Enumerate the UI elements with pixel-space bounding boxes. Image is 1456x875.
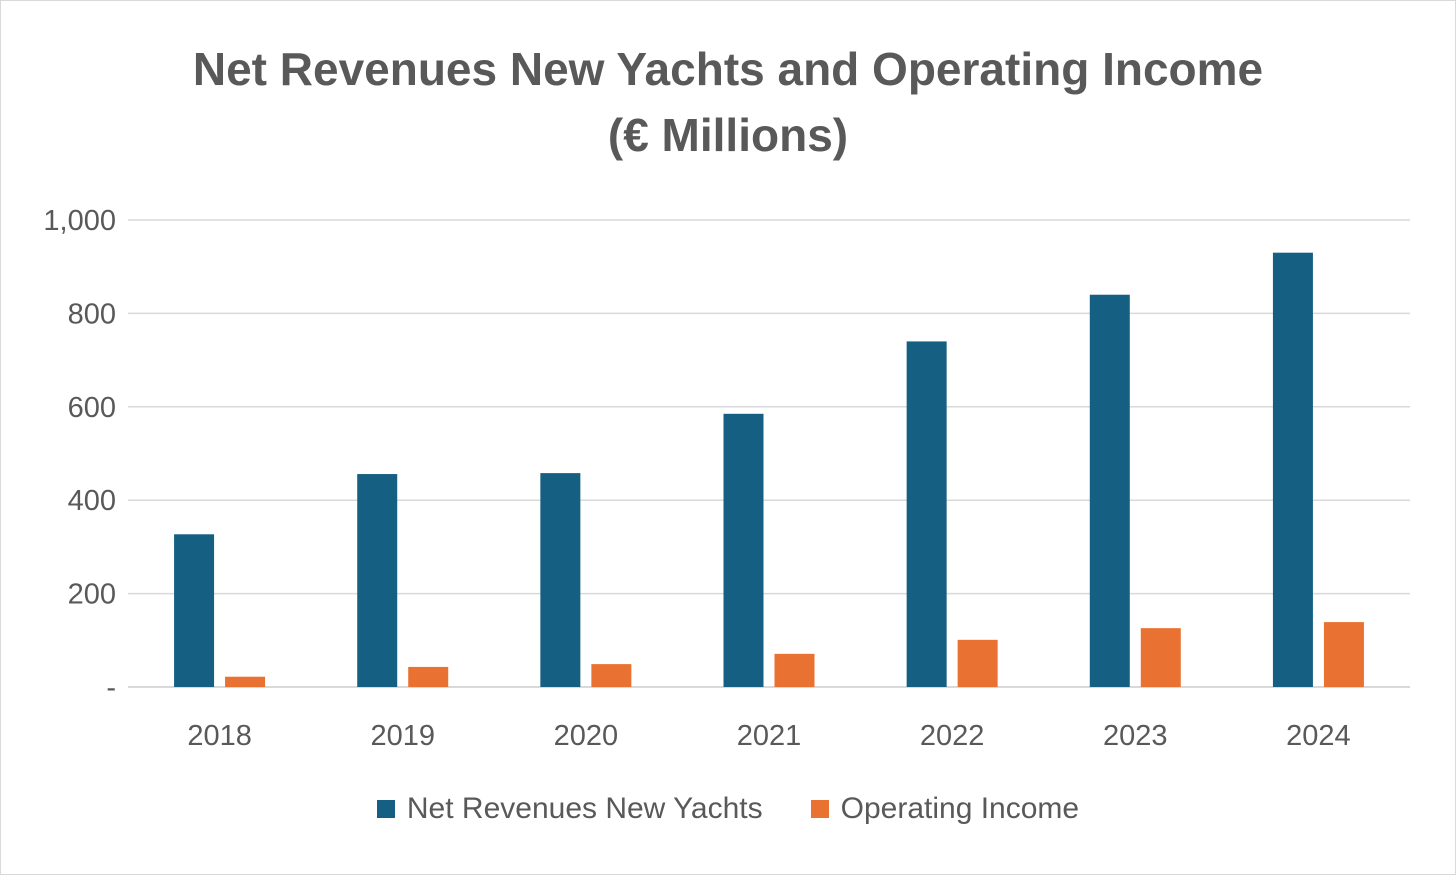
y-tick-label-0: - xyxy=(106,672,116,704)
bar-net-revenues-2019 xyxy=(357,474,398,687)
bars xyxy=(174,252,1364,687)
y-tick-label-800: 800 xyxy=(68,298,116,330)
legend-swatch-operating-income xyxy=(810,800,829,818)
bar-net-revenues-2020 xyxy=(540,473,581,687)
bar-operating-income-2022 xyxy=(957,639,998,687)
legend-item-net-revenues: Net Revenues New Yachts xyxy=(376,792,763,826)
bar-operating-income-2023 xyxy=(1140,628,1181,687)
x-tick-label-2019: 2019 xyxy=(370,720,435,752)
x-tick-label-2021: 2021 xyxy=(737,720,802,752)
chart-title: Net Revenues New Yachts and Operating In… xyxy=(0,36,1456,168)
y-tick-label-200: 200 xyxy=(68,579,116,611)
bar-net-revenues-2023 xyxy=(1089,294,1130,687)
bar-net-revenues-2024 xyxy=(1272,252,1313,687)
x-tick-label-2020: 2020 xyxy=(554,720,619,752)
gridlines xyxy=(128,219,1410,688)
y-tick-label-400: 400 xyxy=(68,485,116,517)
y-tick-label-600: 600 xyxy=(68,392,116,424)
bar-operating-income-2020 xyxy=(591,664,632,687)
bar-operating-income-2019 xyxy=(408,666,449,687)
x-axis-tick-labels: 2018 2019 2020 2021 2022 2023 2024 xyxy=(187,720,1350,752)
bar-net-revenues-2021 xyxy=(723,413,764,687)
y-axis-tick-labels: - 200 400 600 800 1,000 xyxy=(43,205,116,704)
legend-label-net-revenues: Net Revenues New Yachts xyxy=(406,792,763,825)
x-tick-label-2024: 2024 xyxy=(1286,720,1351,752)
legend-swatch-net-revenues xyxy=(376,800,395,818)
legend-item-operating-income: Operating Income xyxy=(810,792,1080,826)
bar-operating-income-2018 xyxy=(225,676,266,687)
bar-operating-income-2021 xyxy=(774,653,815,687)
y-tick-label-1000: 1,000 xyxy=(43,205,116,237)
chart-title-line-2: (€ Millions) xyxy=(607,109,849,161)
bar-net-revenues-2022 xyxy=(906,341,947,687)
bar-net-revenues-2018 xyxy=(174,534,215,687)
legend-label-operating-income: Operating Income xyxy=(840,792,1080,825)
bar-operating-income-2024 xyxy=(1323,622,1364,687)
x-tick-label-2023: 2023 xyxy=(1103,720,1168,752)
x-tick-label-2018: 2018 xyxy=(187,720,252,752)
legend: Net Revenues New Yachts Operating Income xyxy=(0,792,1456,826)
chart-title-line-1: Net Revenues New Yachts and Operating In… xyxy=(192,43,1264,95)
x-tick-label-2022: 2022 xyxy=(920,720,985,752)
